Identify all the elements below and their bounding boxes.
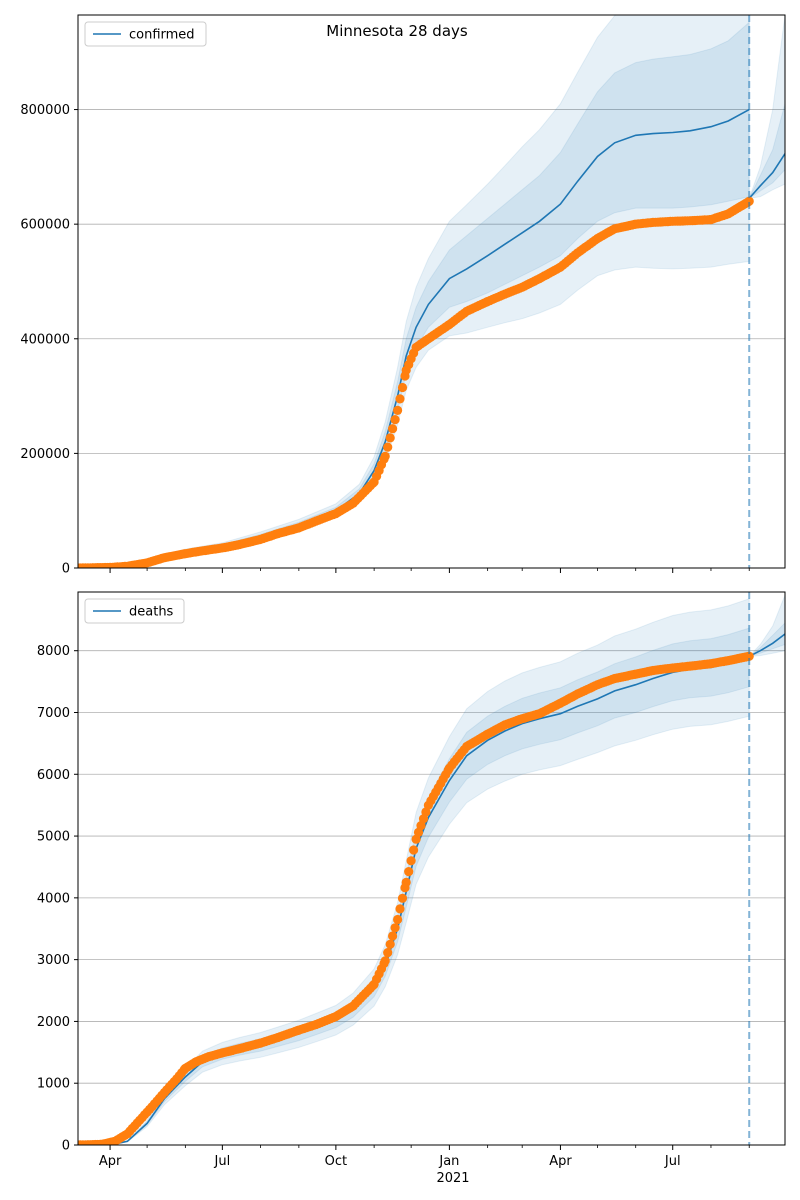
y-tick-label: 600000 bbox=[20, 218, 70, 233]
x-tick-label: Apr bbox=[549, 1154, 572, 1169]
observed-point bbox=[397, 893, 408, 903]
confirmed-chart: 0 200000 400000 600000 800000 confirmed bbox=[20, 14, 786, 577]
y-tick-label: 4000 bbox=[37, 891, 70, 906]
x-tick-label: Jul bbox=[664, 1154, 681, 1169]
forecast-band-outer bbox=[748, 15, 785, 200]
observed-point bbox=[409, 845, 419, 855]
observed-point bbox=[380, 956, 390, 966]
observed-series bbox=[78, 196, 754, 568]
y-tick-label: 200000 bbox=[20, 447, 70, 462]
observed-point bbox=[385, 433, 395, 443]
y-tick-label: 2000 bbox=[37, 1015, 70, 1030]
forecast-band-inner bbox=[747, 103, 785, 200]
y-tick-label: 0 bbox=[62, 562, 70, 577]
observed-point bbox=[393, 914, 403, 925]
figure-title: Minnesota 28 days bbox=[326, 22, 468, 40]
observed-point bbox=[383, 442, 393, 452]
x-tick-label: Jul bbox=[214, 1154, 231, 1169]
deaths-chart: 0 1000 2000 3000 4000 5000 6000 7000 8000 Apr Jul O… bbox=[37, 591, 786, 1169]
y-tick-label: 5000 bbox=[37, 830, 70, 845]
plot-frame bbox=[77, 14, 786, 569]
legend-label: deaths bbox=[129, 605, 174, 620]
observed-point bbox=[404, 867, 414, 877]
observed-point bbox=[390, 415, 400, 425]
observed-point bbox=[388, 931, 398, 941]
observed-point bbox=[401, 877, 411, 888]
observed-point bbox=[383, 948, 393, 958]
forecast-line bbox=[748, 153, 785, 199]
x-tick-label: Oct bbox=[325, 1154, 347, 1169]
y-tick-label: 1000 bbox=[37, 1077, 70, 1092]
observed-series bbox=[78, 651, 754, 1145]
observed-point bbox=[395, 904, 405, 914]
observed-point bbox=[744, 651, 754, 661]
legend: deaths bbox=[84, 598, 185, 624]
y-tick-label: 3000 bbox=[37, 953, 70, 968]
x-tick-label: Apr bbox=[99, 1154, 122, 1169]
y-tick-label: 6000 bbox=[37, 768, 70, 783]
observed-point bbox=[390, 923, 400, 933]
observed-point bbox=[385, 939, 395, 949]
legend-box bbox=[84, 598, 185, 624]
observed-point bbox=[744, 196, 754, 206]
observed-point bbox=[388, 424, 398, 434]
y-tick-label: 0 bbox=[62, 1139, 70, 1154]
plot-frame bbox=[77, 591, 786, 1146]
y-tick-label: 400000 bbox=[20, 332, 70, 347]
y-tick-label: 800000 bbox=[20, 103, 70, 118]
legend: confirmed bbox=[84, 21, 207, 47]
observed-point bbox=[393, 405, 403, 415]
legend-box bbox=[84, 21, 207, 47]
plot-content bbox=[78, 15, 785, 568]
observed-point bbox=[380, 451, 390, 461]
x-tick-label: Jan bbox=[438, 1154, 459, 1169]
plot-content bbox=[78, 594, 785, 1145]
legend-label: confirmed bbox=[129, 28, 195, 43]
forecast-line bbox=[748, 633, 785, 658]
y-tick-label: 7000 bbox=[37, 706, 70, 721]
observed-point bbox=[395, 394, 405, 404]
y-tick-label: 8000 bbox=[37, 644, 70, 659]
observed-point bbox=[397, 382, 408, 393]
observed-point bbox=[406, 856, 416, 866]
x-axis-year-label: 2021 bbox=[436, 1171, 469, 1186]
